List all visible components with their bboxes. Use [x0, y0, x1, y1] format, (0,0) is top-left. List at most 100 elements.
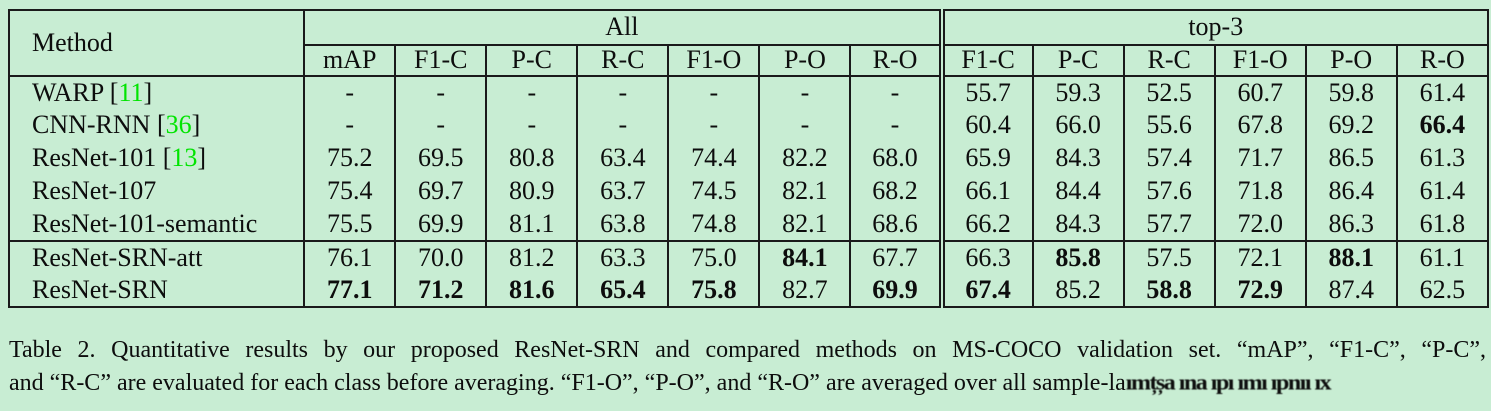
table-row: CNN-RNN [36] - - - - - - -60.4 66.0 55.6 67.8 69.2 6…	[9, 109, 1488, 142]
table-row: ResNet-SRN-att 76.1 70.0 81.2 63.3 75.0 84.1 67…	[9, 240, 1488, 274]
col-header-top3-pc: P-C	[1031, 45, 1124, 77]
value-cell-all: 82.2	[758, 142, 851, 175]
value-cell-all: 81.2	[485, 240, 578, 274]
col-header-top3-ro: R-O	[1395, 45, 1488, 77]
value-cell-top3: 61.3	[1395, 142, 1488, 175]
value-cell-top3: 61.1	[1395, 240, 1488, 274]
col-header-all-map: mAP	[303, 45, 396, 77]
col-header-top3-rc: R-C	[1122, 45, 1215, 77]
value-cell-all: 82.7	[758, 274, 851, 307]
method-label: ResNet-SRN	[32, 274, 168, 304]
value-cell-all: 80.8	[485, 142, 578, 175]
value-cell-all: 81.6	[485, 274, 578, 307]
value-cell-top3: 66.0	[1031, 109, 1124, 142]
value-cell-all: 75.5	[303, 208, 396, 241]
value-cell-all: -	[303, 76, 396, 109]
value-cell-all: 74.5	[667, 175, 760, 208]
value-cell-top3: 62.5	[1395, 274, 1488, 307]
value-cell-top3: 61.4	[1395, 175, 1488, 208]
value-cell-top3: 61.4	[1395, 76, 1488, 109]
col-header-all-pc: P-C	[485, 45, 578, 77]
value-cell-top3: 84.4	[1031, 175, 1124, 208]
value-cell-all: 71.2	[394, 274, 487, 307]
method-label: CNN-RNN	[32, 110, 151, 140]
value-cell-top3: 72.0	[1213, 208, 1306, 241]
table-row: ResNet-101-semantic 75.5 69.9 81.1 63.8 74.8 8…	[9, 208, 1488, 241]
value-cell-top3: 66.2	[938, 208, 1033, 241]
value-cell-top3: 71.7	[1213, 142, 1306, 175]
value-cell-all: 63.7	[576, 175, 669, 208]
value-cell-all: -	[485, 76, 578, 109]
value-cell-top3: 84.3	[1031, 142, 1124, 175]
method-name: ResNet-107	[9, 175, 304, 208]
value-cell-all: 63.8	[576, 208, 669, 241]
value-cell-all: 75.8	[667, 274, 760, 307]
value-cell-top3: 57.5	[1122, 240, 1215, 274]
value-cell-all: 69.5	[394, 142, 487, 175]
value-cell-all: -	[394, 109, 487, 142]
method-label: ResNet-101	[32, 143, 157, 173]
col-header-top3-f1c: F1-C	[938, 45, 1033, 77]
value-cell-all: 74.8	[667, 208, 760, 241]
value-cell-all: 69.9	[394, 208, 487, 241]
value-cell-all: -	[394, 76, 487, 109]
method-label: ResNet-SRN-att	[32, 242, 203, 272]
col-header-all-po: P-O	[758, 45, 851, 77]
value-cell-top3: 72.1	[1213, 240, 1306, 274]
value-cell-all: 63.4	[576, 142, 669, 175]
value-cell-all: 74.4	[667, 142, 760, 175]
value-cell-all: 69.7	[394, 175, 487, 208]
method-name: ResNet-SRN	[9, 274, 304, 307]
method-label: ResNet-107	[32, 176, 157, 206]
value-cell-top3: 60.7	[1213, 76, 1306, 109]
method-name: ResNet-SRN-att	[9, 240, 305, 274]
value-cell-all: -	[303, 109, 396, 142]
value-cell-all: -	[576, 76, 669, 109]
value-cell-top3: 60.4	[938, 109, 1033, 142]
value-cell-top3: 58.8	[1122, 274, 1215, 307]
value-cell-top3: 57.6	[1122, 175, 1215, 208]
value-cell-top3: 59.8	[1304, 76, 1397, 109]
col-header-top3-po: P-O	[1304, 45, 1397, 77]
value-cell-all: -	[849, 109, 942, 142]
value-cell-all: -	[849, 76, 942, 109]
column-header-row: mAP F1-C P-C R-C F1-O P-O R-O F1-C P-C R…	[9, 45, 1488, 77]
value-cell-top3: 55.6	[1122, 109, 1215, 142]
value-cell-top3: 85.2	[1031, 274, 1124, 307]
method-name: ResNet-101 [13]	[32, 143, 207, 173]
value-cell-top3: 61.8	[1395, 208, 1488, 241]
value-cell-top3: 88.1	[1304, 240, 1397, 274]
group-header-row: Method All top-3	[9, 10, 1488, 77]
value-cell-top3: 59.3	[1031, 76, 1124, 109]
value-cell-top3: 86.5	[1304, 142, 1397, 175]
table-row: WARP [11] - - - - - - -55.7 59.3 52.5 60.7 59.8 61.4	[9, 76, 1488, 109]
group-header-all: All	[303, 10, 942, 46]
value-cell-top3: 67.8	[1213, 109, 1306, 142]
citation-link[interactable]: 36	[165, 110, 192, 140]
value-cell-top3: 66.3	[938, 240, 1033, 274]
value-cell-all: 81.1	[485, 208, 578, 241]
method-name: CNN-RNN [36]	[32, 110, 201, 140]
col-header-top3-f1o: F1-O	[1213, 45, 1306, 77]
col-header-all-f1c: F1-C	[394, 45, 487, 77]
value-cell-all: 68.2	[849, 175, 942, 208]
value-cell-top3: 67.4	[938, 274, 1033, 307]
value-cell-top3: 84.3	[1031, 208, 1124, 241]
value-cell-all: -	[576, 109, 669, 142]
value-cell-all: 80.9	[485, 175, 578, 208]
col-header-all-ro: R-O	[849, 45, 942, 77]
results-table: Method All top-3 mAP F1-C P-C R-C F1-O P…	[8, 9, 1489, 308]
value-cell-top3: 86.4	[1304, 175, 1397, 208]
caption-line-2: and “R-C” are evaluated for each class b…	[9, 367, 1486, 400]
value-cell-top3: 65.9	[938, 142, 1033, 175]
value-cell-top3: 85.8	[1031, 240, 1124, 274]
value-cell-top3: 55.7	[938, 76, 1033, 109]
value-cell-all: 82.1	[758, 208, 851, 241]
citation-link[interactable]: 11	[118, 77, 144, 107]
value-cell-all: 69.9	[849, 274, 942, 307]
table-row: ResNet-101 [13] 75.2 69.5 80.8 63.4 74.4 82.2 6…	[9, 142, 1488, 175]
method-column-header: Method	[9, 10, 305, 77]
citation-link[interactable]: 13	[171, 143, 198, 173]
table-body: WARP [11] - - - - - - -55.7 59.3 52.5 60.7 59.8 61.4…	[9, 76, 1488, 307]
value-cell-all: 75.0	[667, 240, 760, 274]
